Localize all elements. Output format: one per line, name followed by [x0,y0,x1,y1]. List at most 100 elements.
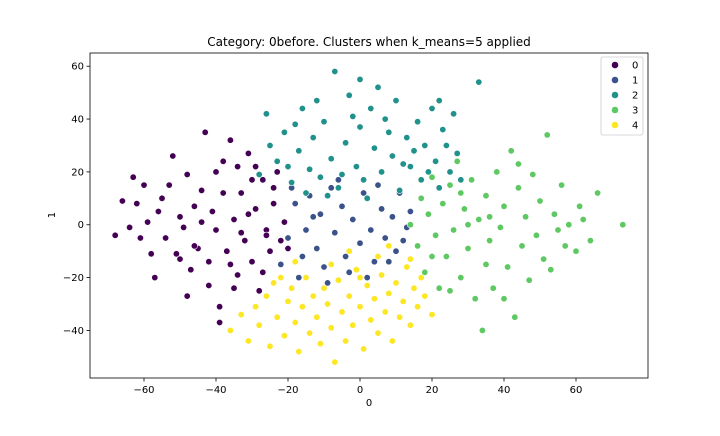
point-cluster-0 [230,216,238,224]
point-cluster-4 [334,276,342,284]
point-cluster-4 [226,326,234,334]
point-cluster-1 [327,184,335,192]
point-cluster-1 [331,229,339,237]
point-cluster-3 [442,253,450,261]
point-cluster-2 [450,110,458,118]
point-cluster-4 [417,274,425,282]
point-cluster-1 [345,268,353,276]
y-tick-label: 40 [71,115,84,126]
point-cluster-3 [446,287,454,295]
point-cluster-4 [291,258,299,266]
point-cluster-2 [262,110,270,118]
point-cluster-2 [309,134,317,142]
point-cluster-1 [406,208,414,216]
point-cluster-4 [302,274,310,282]
point-cluster-0 [237,229,245,237]
legend-label-1: 1 [632,76,638,87]
point-cluster-3 [464,221,472,229]
point-cluster-2 [367,105,375,113]
point-cluster-1 [320,263,328,271]
point-cluster-2 [331,68,339,76]
point-cluster-2 [295,147,303,155]
point-cluster-3 [561,242,569,250]
point-cluster-0 [266,247,274,255]
point-cluster-3 [406,221,414,229]
point-cluster-0 [255,287,263,295]
point-cluster-2 [345,91,353,99]
point-cluster-4 [345,292,353,300]
point-cluster-2 [475,78,483,86]
point-cluster-0 [244,210,252,218]
legend: 0 1 2 3 4 [600,56,644,136]
point-cluster-3 [460,205,468,213]
point-cluster-0 [136,234,144,242]
plot-frame [89,52,649,379]
point-cluster-1 [324,279,332,287]
point-cluster-1 [392,247,400,255]
point-cluster-2 [363,194,371,202]
point-cluster-2 [288,179,296,187]
point-cluster-2 [356,123,364,131]
point-cluster-0 [201,128,209,136]
point-cluster-3 [594,189,602,197]
point-cluster-3 [532,231,540,239]
x-tick-label: −20 [277,385,298,396]
point-cluster-2 [457,176,465,184]
point-cluster-2 [421,142,429,150]
point-cluster-0 [219,157,227,165]
point-cluster-4 [309,292,317,300]
legend-box [600,56,644,136]
point-cluster-4 [270,279,278,287]
point-cluster-2 [291,120,299,128]
point-cluster-4 [385,289,393,297]
point-cluster-2 [424,168,432,176]
point-cluster-3 [565,221,573,229]
point-cluster-4 [331,358,339,366]
legend-marker-1 [611,76,619,84]
point-cluster-4 [288,284,296,292]
point-cluster-4 [367,316,375,324]
point-cluster-0 [208,208,216,216]
point-cluster-0 [252,205,260,213]
point-cluster-3 [586,237,594,245]
point-cluster-3 [514,184,522,192]
point-cluster-1 [363,274,371,282]
legend-label-2: 2 [632,91,638,102]
point-cluster-4 [374,329,382,337]
point-cluster-1 [295,274,303,282]
point-cluster-2 [399,160,407,168]
point-cluster-0 [165,181,173,189]
point-cluster-1 [378,205,386,213]
point-cluster-1 [370,258,378,266]
point-cluster-0 [226,260,234,268]
point-cluster-2 [284,163,292,171]
point-cluster-2 [306,165,314,173]
point-cluster-4 [378,271,386,279]
point-cluster-0 [277,237,285,245]
x-tick-label: 0 [357,385,363,396]
point-cluster-2 [298,105,306,113]
point-cluster-0 [205,281,213,289]
point-cluster-3 [619,221,627,229]
point-cluster-0 [129,173,137,181]
point-cluster-3 [504,263,512,271]
point-cluster-4 [406,321,414,329]
point-cluster-4 [255,321,263,329]
point-cluster-3 [439,200,447,208]
point-cluster-0 [176,255,184,263]
point-cluster-0 [111,231,119,239]
point-cluster-3 [421,268,429,276]
y-tick-label: 0 [78,220,84,231]
point-cluster-4 [284,297,292,305]
point-cluster-0 [118,197,126,205]
point-cluster-0 [244,149,252,157]
point-cluster-2 [410,147,418,155]
point-cluster-2 [406,163,414,171]
y-axis-label: 1 [47,212,58,218]
point-cluster-3 [482,192,490,200]
point-cluster-0 [248,258,256,266]
point-cluster-3 [493,168,501,176]
point-cluster-2 [385,128,393,136]
point-cluster-2 [392,97,400,105]
